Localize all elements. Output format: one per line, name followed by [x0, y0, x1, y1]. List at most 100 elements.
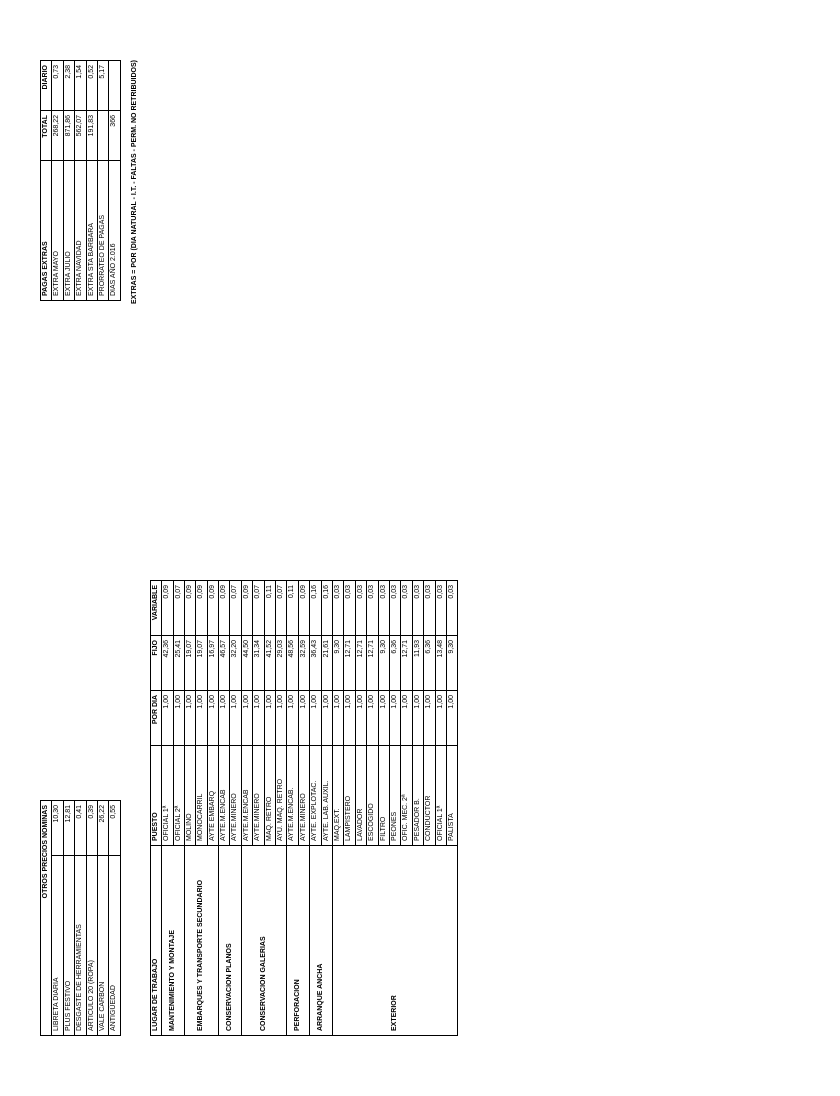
pordia-cell: 1,00 [355, 691, 366, 746]
puesto-cell: PALISTA [446, 746, 457, 846]
variable-cell: 0,03 [332, 581, 343, 636]
puesto-cell: OFICIAL 1ª [435, 746, 446, 846]
pagas-label: PRORRATEO DE PAGAS [97, 161, 108, 301]
variable-cell: 0,03 [424, 581, 435, 636]
puesto-cell: OFICIAL 2ª [173, 746, 184, 846]
fijo-cell: 6,36 [389, 636, 400, 691]
variable-cell: 0,07 [230, 581, 241, 636]
main-col-pordia: POR DIA [150, 691, 161, 746]
variable-cell: 0,07 [276, 581, 287, 636]
puesto-cell: AYTE.MINERO [230, 746, 241, 846]
otros-label: VALE CARBON [97, 856, 108, 1036]
pordia-cell: 1,00 [276, 691, 287, 746]
puesto-cell: MOLINO [184, 746, 195, 846]
puesto-cell: AYU. MAQ. RETRO [276, 746, 287, 846]
pagas-extras-table: PAGAS EXTRAS TOTAL DIARIO EXTRA MAYO268,… [40, 60, 121, 301]
pordia-cell: 1,00 [378, 691, 389, 746]
lugar-cell: MANTENIMIENTO Y MONTAJE [162, 846, 185, 1036]
variable-cell: 0,03 [389, 581, 400, 636]
puesto-cell: CONDUCTOR [424, 746, 435, 846]
pagas-diario: 0,52 [86, 61, 97, 111]
variable-cell: 0,16 [321, 581, 332, 636]
variable-cell: 0,03 [401, 581, 412, 636]
pordia-cell: 1,00 [230, 691, 241, 746]
pordia-cell: 1,00 [264, 691, 275, 746]
main-body: MANTENIMIENTO Y MONTAJEOFICIAL 1ª1,0042,… [162, 581, 458, 1036]
pagas-header: PAGAS EXTRAS [41, 161, 52, 301]
otros-label: DESGASTE DE HERRAMIENTAS [75, 856, 86, 1036]
table-row: EXTRA JULIO871,862,38 [63, 61, 74, 301]
pordia-cell: 1,00 [332, 691, 343, 746]
puesto-cell: AYTE.M.ENCAB [219, 746, 230, 846]
otros-body: LIBRETA DIARIA10,30PLUS FESTIVO12,81DESG… [52, 801, 120, 1036]
lugar-cell: ARRANQUE ANCHA [310, 846, 333, 1036]
puesto-cell: OFICIAL 1ª [162, 746, 173, 846]
variable-cell: 0,03 [367, 581, 378, 636]
otros-label: ARTICULO 20 (ROPA) [86, 856, 97, 1036]
puesto-cell: AYTE.MINERO [298, 746, 309, 846]
main-col-lugar: LUGAR DE TRABAJO [150, 846, 161, 1036]
pagas-diario: 0,73 [52, 61, 63, 111]
fijo-cell: 9,30 [378, 636, 389, 691]
pordia-cell: 1,00 [344, 691, 355, 746]
puesto-cell: AYTE EMBARQ [207, 746, 218, 846]
main-col-fijo: FIJO [150, 636, 161, 691]
fijo-cell: 46,57 [219, 636, 230, 691]
variable-cell: 0,11 [287, 581, 298, 636]
pagas-label: EXTRA STA BARBARA [86, 161, 97, 301]
puesto-cell: MONOCARRIL [196, 746, 207, 846]
pordia-cell: 1,00 [184, 691, 195, 746]
pagas-total: 268,22 [52, 111, 63, 161]
puesto-cell: AYTE.MINERO [253, 746, 264, 846]
fijo-cell: 32,59 [298, 636, 309, 691]
puesto-cell: FILTRO [378, 746, 389, 846]
fijo-cell: 25,41 [173, 636, 184, 691]
pagas-diario: 2,38 [63, 61, 74, 111]
puesto-cell: AYTE. EXPLOTAC. [310, 746, 321, 846]
pordia-cell: 1,00 [412, 691, 423, 746]
pordia-cell: 1,00 [253, 691, 264, 746]
variable-cell: 0,09 [162, 581, 173, 636]
variable-cell: 0,03 [344, 581, 355, 636]
table-row: EXTERIORMAQ.EXT.1,009,300,03 [332, 581, 343, 1036]
puesto-cell: LAMPISTERO [344, 746, 355, 846]
fijo-cell: 19,07 [196, 636, 207, 691]
puesto-cell: ESCOGIDO [367, 746, 378, 846]
lugar-cell: PERFORACION [287, 846, 310, 1036]
otros-label: PLUS FESTIVO [63, 856, 74, 1036]
pagas-total: 191,83 [86, 111, 97, 161]
puesto-cell: AYTE.M.ENCAB. [287, 746, 298, 846]
pordia-cell: 1,00 [287, 691, 298, 746]
pagas-body: EXTRA MAYO268,220,73EXTRA JULIO871,862,3… [52, 61, 120, 301]
main-table: LUGAR DE TRABAJO PUESTO POR DIA FIJO VAR… [150, 580, 459, 1036]
pagas-col-diario: DIARIO [41, 61, 52, 111]
otros-value: 0,41 [75, 801, 86, 856]
pordia-cell: 1,00 [389, 691, 400, 746]
otros-header: OTROS PRECIOS NOMINAS [41, 801, 52, 1036]
otros-value: 0,55 [109, 801, 120, 856]
otros-label: ANTIGÜEDAD [109, 856, 120, 1036]
fijo-cell: 6,36 [424, 636, 435, 691]
fijo-cell: 42,36 [162, 636, 173, 691]
variable-cell: 0,09 [184, 581, 195, 636]
fijo-cell: 16,97 [207, 636, 218, 691]
table-row: LIBRETA DIARIA10,30 [52, 801, 63, 1036]
pagas-col-total: TOTAL [41, 111, 52, 161]
fijo-cell: 19,07 [184, 636, 195, 691]
fijo-cell: 9,30 [332, 636, 343, 691]
pordia-cell: 1,00 [162, 691, 173, 746]
fijo-cell: 21,61 [321, 636, 332, 691]
table-row: PERFORACIONAYTE.M.ENCAB.1,0048,560,11 [287, 581, 298, 1036]
pagas-total: 366 [109, 111, 120, 161]
pagas-diario [109, 61, 120, 111]
otros-value: 12,81 [63, 801, 74, 856]
table-row: ARRANQUE ANCHAAYTE. EXPLOTAC.1,0036,430,… [310, 581, 321, 1036]
pagas-diario: 1,54 [75, 61, 86, 111]
pagas-total [97, 111, 108, 161]
pagas-label: EXTRA NAVIDAD [75, 161, 86, 301]
variable-cell: 0,09 [241, 581, 252, 636]
table-row: DIAS AÑO 2.016366 [109, 61, 120, 301]
variable-cell: 0,03 [412, 581, 423, 636]
variable-cell: 0,09 [207, 581, 218, 636]
otros-value: 0,39 [86, 801, 97, 856]
